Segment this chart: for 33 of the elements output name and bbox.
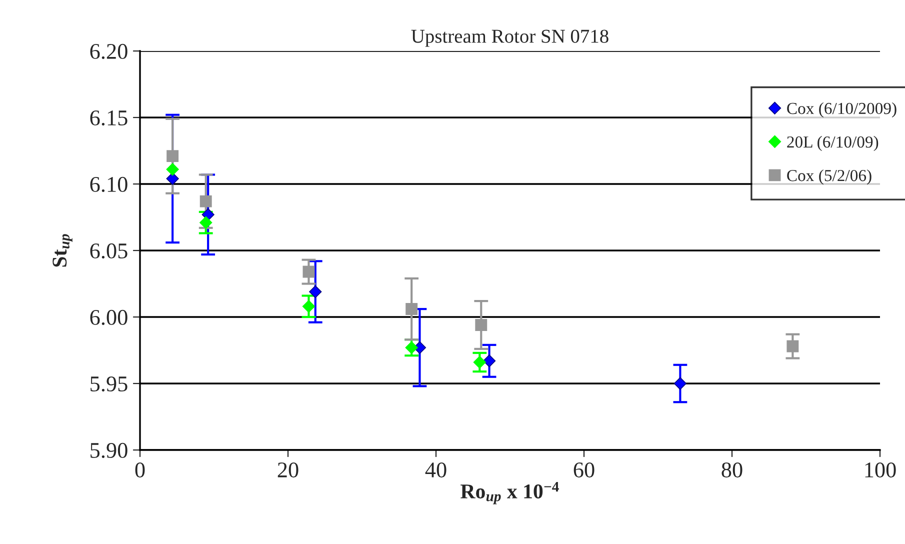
point (475, 319, 488, 331)
point (166, 150, 179, 162)
legend-label: Cox (5/2/06) (787, 169, 872, 185)
x-tick-label: 100 (865, 462, 896, 478)
point (200, 216, 212, 229)
point (302, 266, 315, 278)
y-tick-label: 6.00 (90, 310, 128, 326)
point (302, 300, 316, 313)
y-tick-label: 6.05 (90, 243, 128, 259)
point (482, 354, 496, 368)
point (200, 195, 212, 208)
point (786, 340, 799, 352)
y-tick-label: 6.10 (90, 176, 128, 192)
y-tick-label: 6.15 (90, 110, 128, 126)
y-tick-label: 6.20 (90, 44, 128, 60)
x-tick-label: 60 (574, 462, 594, 478)
point (405, 341, 418, 354)
x-axis-title: Ro$_{up}$ x 10$^{−4}$ (460, 482, 559, 504)
y-tick-label: 5.90 (90, 442, 128, 458)
y-axis-title: St$_{up}$ (52, 234, 72, 267)
point (309, 285, 322, 298)
point (473, 356, 486, 369)
point (674, 377, 687, 390)
x-tick-label: 0 (135, 462, 145, 478)
x-tick-label: 20 (278, 462, 298, 478)
x-tick-label: 40 (425, 462, 446, 478)
chart-title: Upstream Rotor SN 0718 (411, 30, 608, 47)
y-tick-label: 5.95 (90, 376, 128, 392)
legend-label: 20L (6/10/09) (787, 136, 878, 152)
point (406, 303, 418, 315)
x-tick-label: 80 (722, 462, 742, 478)
legend-label: Cox (6/10/2009) (787, 102, 896, 118)
point (166, 163, 179, 176)
